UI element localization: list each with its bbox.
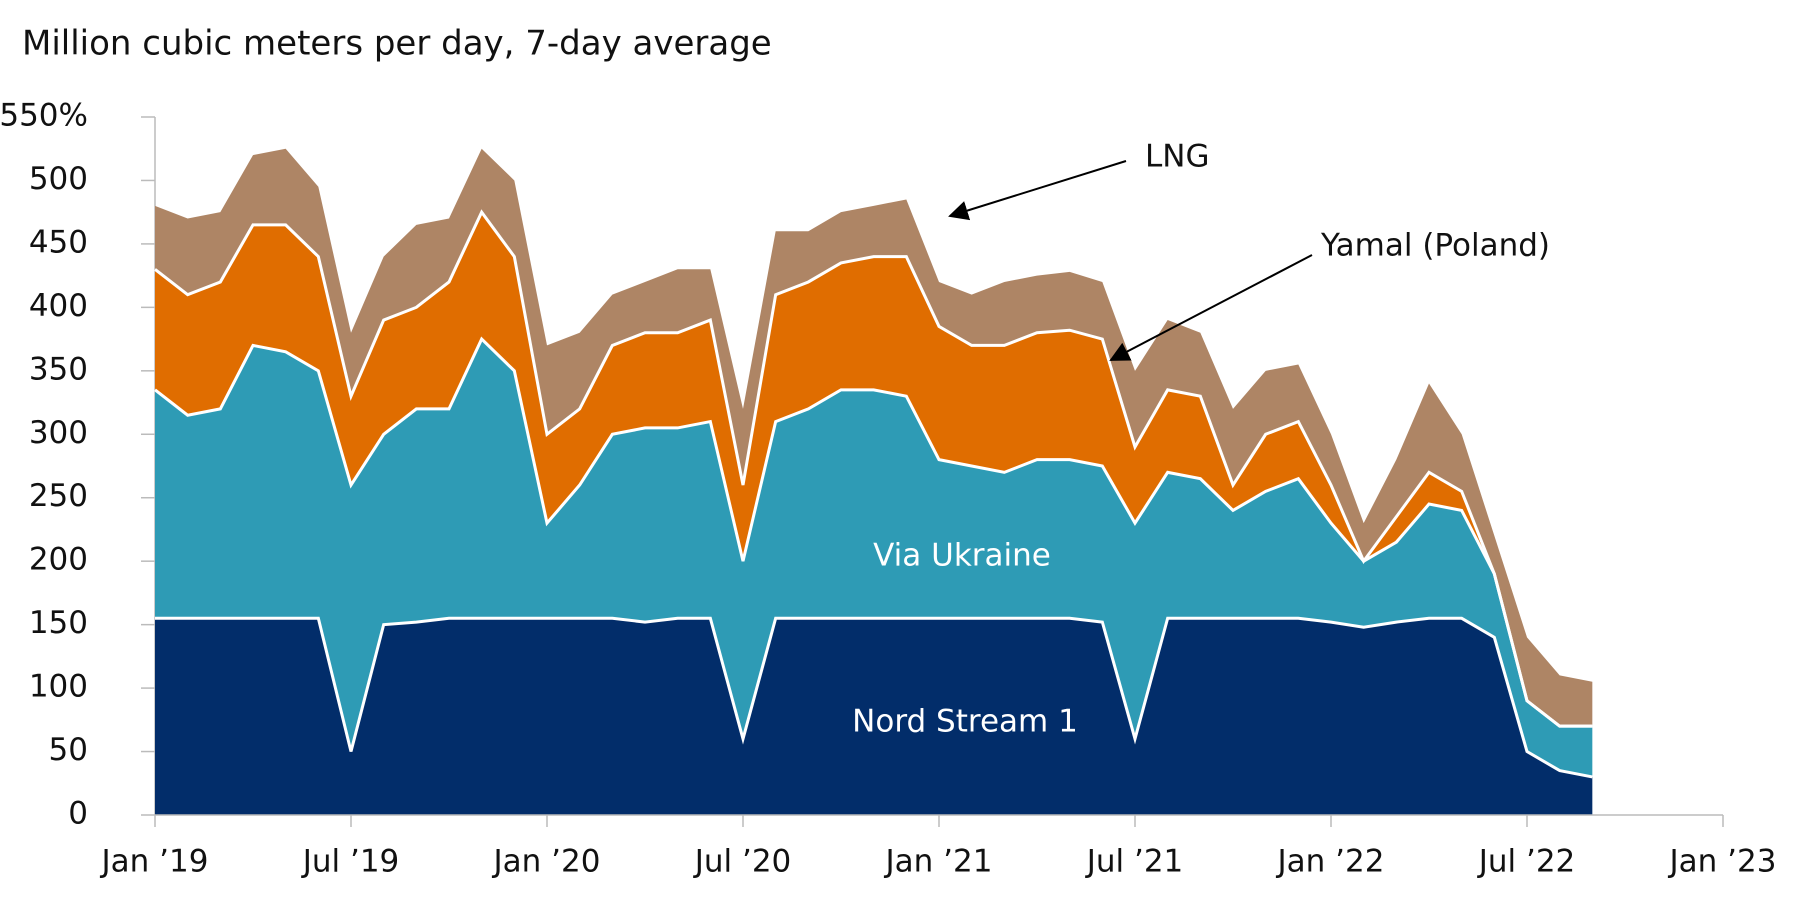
x-tick-label: Jan ’20 (492, 844, 601, 880)
arrow (1109, 254, 1313, 361)
series-label: Nord Stream 1 (852, 704, 1078, 740)
x-tick-label: Jul ’21 (1085, 844, 1184, 880)
y-tick-label: 100 (29, 669, 88, 705)
x-tick-label: Jul ’22 (1477, 844, 1576, 880)
area (155, 148, 1593, 727)
area-edge (154, 336, 1593, 728)
annotation: LNG (1145, 139, 1209, 175)
y-tick-label: 450 (29, 224, 88, 260)
y-tick-label: 50 (49, 732, 88, 768)
y-tick-label: 0 (68, 796, 88, 832)
area (155, 339, 1593, 777)
y-tick-label: 500 (29, 161, 88, 197)
arrow (948, 160, 1127, 221)
x-tick-label: Jan ’19 (100, 844, 209, 880)
y-tick-label: 400 (29, 288, 88, 324)
annotation: Yamal (Poland) (1320, 228, 1550, 264)
area-edge (155, 616, 1593, 779)
y-tick-label: 150 (29, 605, 88, 641)
x-tick-label: Jan ’21 (884, 844, 993, 880)
x-tick-label: Jul ’19 (301, 844, 400, 880)
x-tick-label: Jan ’22 (1276, 844, 1385, 880)
x-tick-label: Jul ’20 (693, 844, 792, 880)
series-label: Via Ukraine (873, 538, 1051, 574)
chart-title: Million cubic meters per day, 7-day aver… (22, 24, 772, 64)
area (155, 618, 1593, 815)
x-tick-label: Jan ’23 (1668, 844, 1777, 880)
y-tick-label: 550% (0, 98, 88, 134)
area-edge (154, 209, 1593, 728)
area (155, 212, 1593, 727)
y-tick-label: 300 (29, 415, 88, 451)
y-tick-label: 200 (29, 542, 88, 578)
y-tick-label: 350 (29, 351, 88, 387)
y-tick-label: 250 (29, 478, 88, 514)
